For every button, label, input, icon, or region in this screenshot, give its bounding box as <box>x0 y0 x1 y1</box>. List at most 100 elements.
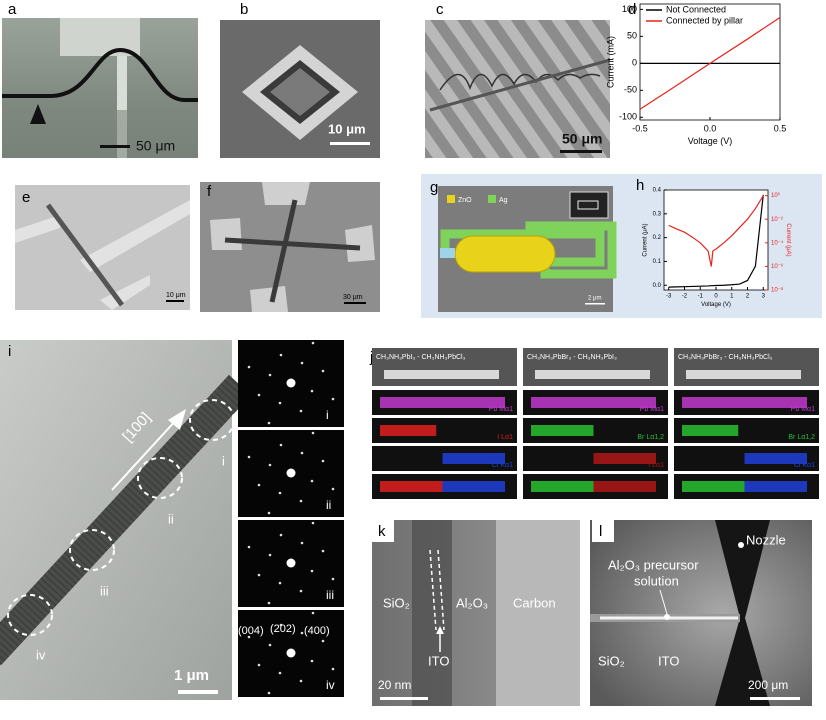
x-tick-label: 3 <box>762 294 766 300</box>
label-box <box>372 520 394 542</box>
pointer-label: Al₂O₃ precursor <box>608 557 699 572</box>
diffraction-spot <box>278 491 282 495</box>
region-label: i <box>222 453 225 468</box>
diffraction-spot <box>331 397 335 401</box>
panel-label: a <box>8 1 17 18</box>
diffraction-spot <box>257 573 261 577</box>
pointer-label: solution <box>634 573 679 588</box>
diffraction-spot <box>268 373 272 377</box>
miller-index: (004) <box>238 625 264 637</box>
diffraction-spot <box>321 369 325 373</box>
elemental-map <box>380 481 443 492</box>
region-label: iii <box>100 583 109 598</box>
legend-swatch <box>488 195 496 203</box>
panel-label: g <box>430 179 438 196</box>
diffraction-spot <box>321 639 325 643</box>
scale-bar <box>330 142 370 145</box>
elemental-map <box>380 397 505 408</box>
optical-image <box>590 520 812 706</box>
microwire <box>384 370 499 379</box>
scale-bar <box>380 697 428 700</box>
panel-label: i <box>8 343 11 360</box>
scale-label: 1 μm <box>174 667 209 684</box>
nanowire <box>45 203 125 307</box>
y2-tick-label: 10⁻⁸ <box>771 287 784 294</box>
diffraction-spot <box>331 667 335 671</box>
contact <box>30 104 46 124</box>
column-title: CH₃NH₃PbBr₃ - CH₃NH₃PbI₃ <box>527 354 617 361</box>
boundary <box>437 549 445 631</box>
diffraction-spot <box>299 499 303 503</box>
diffraction-spot <box>311 521 315 525</box>
shape <box>189 399 235 441</box>
scale-label: 10 μm <box>328 121 366 136</box>
center-spot <box>286 378 296 388</box>
scale-label: 200 μm <box>748 678 788 692</box>
x-tick-label: 0.5 <box>774 123 787 133</box>
y2-axis-label: Current (μA) <box>785 223 791 256</box>
diffraction-spot <box>279 533 283 537</box>
scale-bar <box>178 690 218 694</box>
diffraction-spot <box>321 549 325 553</box>
diffraction-spot <box>300 361 304 365</box>
sem-strip <box>674 348 819 386</box>
y-axis-label: Current (μA) <box>642 223 648 256</box>
region-label: SiO₂ <box>598 653 625 668</box>
pointer-head <box>436 626 444 634</box>
legend-swatch <box>447 195 455 203</box>
x-tick-label: 2 <box>746 294 750 300</box>
sem-strip <box>372 348 517 386</box>
panel-label: c <box>436 1 444 18</box>
scale-bar <box>344 302 366 304</box>
diffraction-spot <box>311 611 315 615</box>
panel-label: j <box>369 349 373 366</box>
elemental-map <box>744 481 807 492</box>
chart: -3 -2 -1 0 1 2 3 0.0 0.1 0.2 0.3 0.4 10⁻⁸ 10⁻⁶ 10⁻⁴ 10⁻… <box>636 177 791 308</box>
shape <box>7 594 53 636</box>
y2-tick-label: 10⁻² <box>771 217 783 223</box>
map-label: Pb Mα1 <box>640 406 664 413</box>
saed-label: iv <box>326 678 335 692</box>
map-label: Pb Mα1 <box>791 406 815 413</box>
diffraction-spot <box>310 479 314 483</box>
diffraction-spot <box>299 589 303 593</box>
elemental-map <box>682 397 807 408</box>
nanowire-texture <box>0 374 252 666</box>
diffraction-spot <box>321 459 325 463</box>
panel-label: k <box>378 523 386 540</box>
sem-strip <box>523 348 668 386</box>
diffraction-spot <box>247 635 251 639</box>
diffraction-spot <box>311 341 315 345</box>
panel-label: b <box>240 1 248 18</box>
diffraction-spot <box>310 389 314 393</box>
x-tick-label: 1 <box>730 294 734 300</box>
legend-label: Not Connected <box>666 4 726 14</box>
panel-label: f <box>207 183 212 200</box>
diffraction-spot <box>247 545 251 549</box>
saed-label: ii <box>326 498 331 512</box>
panel-j: j CH₃NH₃PbI₃ - CH₃NH₃PbCl₃ Pb Mα1 I Lα1 Cl … <box>369 348 819 499</box>
elemental-map <box>380 425 437 436</box>
chart: -0.5 0.0 0.5 -100 -50 0 50 100 Voltage (V) Curren… <box>606 1 787 146</box>
panel-k: SiO₂ Al₂O₃ Carbon ITO 20 nm k <box>372 520 580 706</box>
diffraction-spot <box>300 541 304 545</box>
shape <box>69 529 115 571</box>
map-label: Br Lα1,2 <box>788 434 815 441</box>
y-tick-label: 0.4 <box>653 188 662 194</box>
pillar <box>117 56 127 158</box>
diffraction-spot <box>247 455 251 459</box>
y-tick-label: 0.3 <box>653 211 662 217</box>
pointer-dot <box>738 542 744 548</box>
y2-tick-label: 10⁰ <box>771 192 781 199</box>
diffraction-spot <box>267 601 271 605</box>
diffraction-spot <box>267 511 271 515</box>
miller-index: (400) <box>304 625 330 637</box>
diffraction-spot <box>268 463 272 467</box>
scale-label: 50 μm <box>136 138 175 154</box>
carbon-region <box>496 520 580 706</box>
boundary <box>429 549 437 631</box>
map-label: Br Lα1,2 <box>637 434 664 441</box>
diffraction-spot <box>279 623 283 627</box>
nanowire <box>0 374 252 666</box>
